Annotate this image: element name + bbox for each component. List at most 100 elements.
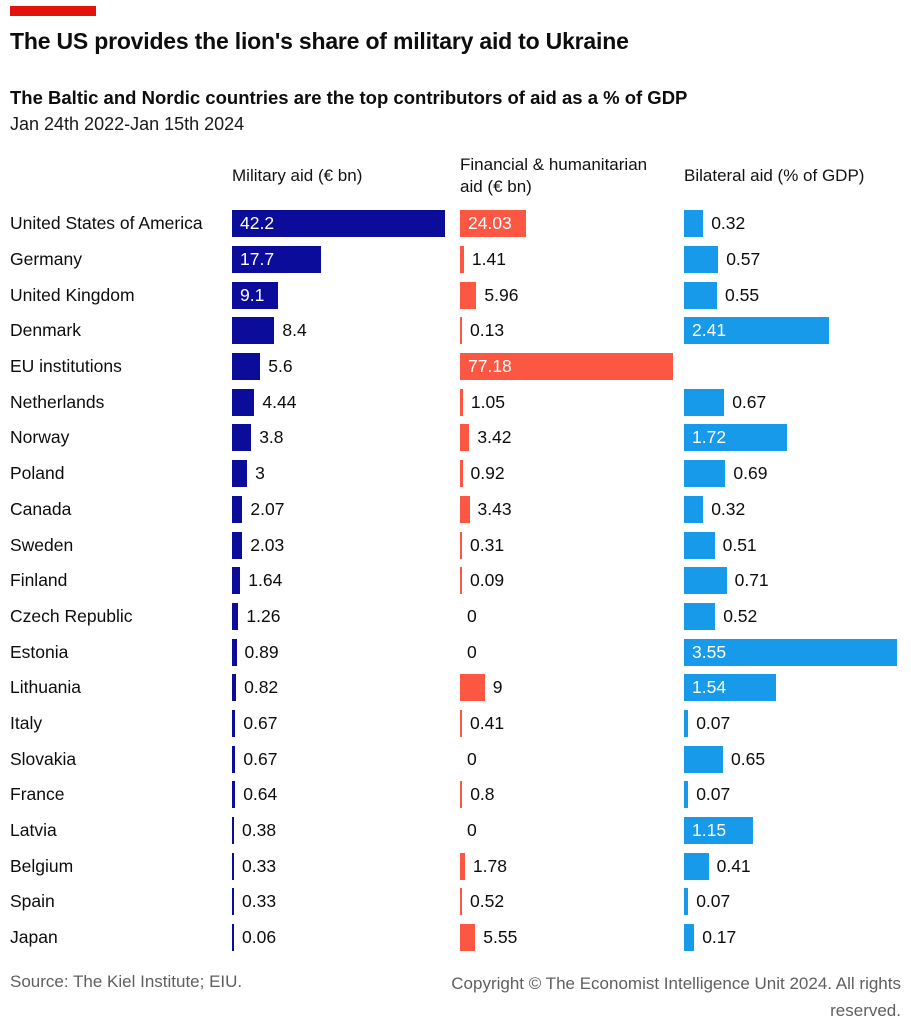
value-label: 0.32 [711, 213, 746, 234]
column-header-financial-humanitarian-aid: Financial & humanitarian aid (€ bn) [460, 155, 648, 196]
bar-cell: 77.18 [460, 353, 684, 381]
bar-cell: 1.54 [684, 674, 911, 702]
bar-cell: 0.67 [232, 745, 460, 773]
country-label: Germany [10, 249, 82, 270]
bar-cell: 4.44 [232, 388, 460, 416]
table-row: Estonia 0.89 0 3.55 [0, 634, 911, 670]
bar [232, 817, 234, 845]
bar [232, 388, 255, 416]
bar-cell: 5.96 [460, 281, 684, 309]
value-label: 0.52 [723, 605, 758, 626]
bar [232, 317, 275, 345]
value-label: 0 [467, 605, 477, 626]
value-label: 0.31 [470, 534, 505, 555]
bar [460, 852, 465, 880]
bar [232, 424, 252, 452]
country-label: Norway [10, 427, 70, 448]
value-label: 0 [467, 820, 477, 841]
bar-cell: 0.41 [460, 709, 684, 737]
country-label: Czech Republic [10, 605, 133, 626]
table-row: Denmark 8.4 0.13 2.41 [0, 313, 911, 349]
value-label: 3.8 [259, 427, 284, 448]
bar-cell: 0.69 [684, 460, 911, 488]
bar [232, 638, 237, 666]
bar-cell: 2.03 [232, 531, 460, 559]
bar [232, 495, 243, 523]
value-label: 17.7 [240, 249, 275, 270]
bar [232, 460, 248, 488]
bar-cell: 0.67 [684, 388, 911, 416]
bar-cell: 0.33 [232, 852, 460, 880]
table-row: Italy 0.67 0.41 0.07 [0, 706, 911, 742]
bar [232, 852, 234, 880]
value-label: 2.41 [692, 320, 727, 341]
value-label: 0.65 [731, 748, 766, 769]
bar [684, 495, 704, 523]
bar-cell: 0.17 [684, 924, 911, 952]
value-label: 5.6 [268, 356, 293, 377]
bar-cell: 0.07 [684, 888, 911, 916]
value-label: 0.67 [732, 391, 767, 412]
bar [684, 924, 695, 952]
bar [460, 709, 462, 737]
bar-cell: 1.05 [460, 388, 684, 416]
bar-cell: 3.8 [232, 424, 460, 452]
bar-cell: 0.41 [684, 852, 911, 880]
table-row: France 0.64 0.8 0.07 [0, 777, 911, 813]
bar [684, 531, 715, 559]
value-label: 0.67 [243, 748, 278, 769]
value-label: 3.55 [692, 641, 727, 662]
value-label: 0.8 [470, 784, 495, 805]
value-label: 0.71 [734, 570, 769, 591]
bar [232, 924, 234, 952]
bar-cell: 24.03 [460, 210, 684, 238]
bar-cell: 0.07 [684, 781, 911, 809]
bar [232, 567, 241, 595]
bar-cell: 1.26 [232, 602, 460, 630]
value-label: 1.72 [692, 427, 727, 448]
value-label: 5.55 [483, 927, 518, 948]
date-range: Jan 24th 2022-Jan 15th 2024 [10, 114, 245, 134]
bar [460, 317, 462, 345]
value-label: 0.33 [242, 855, 277, 876]
bar [460, 924, 476, 952]
bar-cell: 0 [460, 746, 684, 773]
value-label: 1.41 [471, 249, 506, 270]
value-label: 0.55 [725, 284, 760, 305]
table-row: Spain 0.33 0.52 0.07 [0, 884, 911, 920]
value-label: 0.57 [726, 249, 761, 270]
value-label: 3.42 [477, 427, 512, 448]
bar-cell: 0.55 [684, 281, 911, 309]
value-label: 0.33 [242, 891, 277, 912]
value-label: 0.92 [470, 463, 505, 484]
chart-footer: Source: The Kiel Institute; EIU. Copyrig… [0, 970, 911, 1024]
bar-cell: 0.57 [684, 246, 911, 274]
value-label: 0.07 [696, 712, 731, 733]
bar-cell: 2.07 [232, 495, 460, 523]
value-label: 0.89 [244, 641, 279, 662]
value-label: 1.26 [246, 605, 281, 626]
bar [684, 745, 723, 773]
bar-cell: 0.67 [232, 709, 460, 737]
bar-cell: 3.42 [460, 424, 684, 452]
country-label: Finland [10, 570, 68, 591]
bar [684, 460, 726, 488]
bar-cell: 9.1 [232, 281, 460, 309]
value-label: 2.03 [250, 534, 285, 555]
value-label: 1.05 [470, 391, 505, 412]
bar [232, 531, 243, 559]
country-label: Lithuania [10, 677, 82, 698]
value-label: 1.15 [692, 820, 727, 841]
value-label: 0 [467, 748, 477, 769]
value-label: 5.96 [484, 284, 519, 305]
bar-cell: 0.32 [684, 210, 911, 238]
value-label: 42.2 [240, 213, 275, 234]
bar-cell: 1.72 [684, 424, 911, 452]
bar [684, 638, 897, 666]
table-row: Sweden 2.03 0.31 0.51 [0, 527, 911, 563]
bar-cell: 0.33 [232, 888, 460, 916]
table-row: Norway 3.8 3.42 1.72 [0, 420, 911, 456]
bar [684, 781, 689, 809]
value-label: 0.64 [243, 784, 278, 805]
bar [460, 353, 673, 381]
